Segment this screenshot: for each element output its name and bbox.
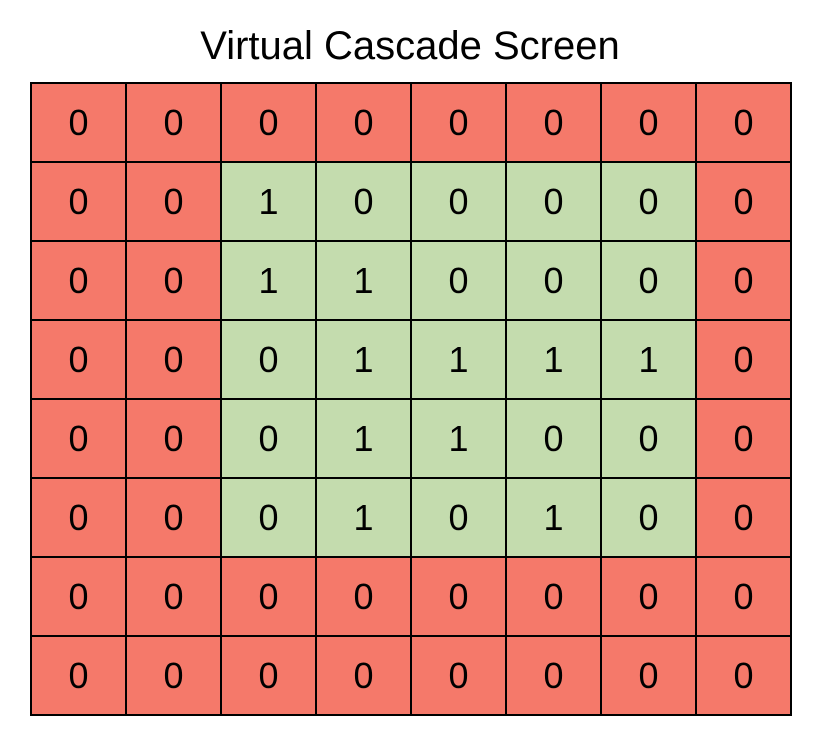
grid-cell-r0-c3: 0 xyxy=(317,84,412,163)
grid-cell-r4-c7: 0 xyxy=(697,400,792,479)
grid-cell-r7-c6: 0 xyxy=(602,637,697,716)
grid-cell-r3-c0: 0 xyxy=(32,321,127,400)
grid-cell-r5-c3: 1 xyxy=(317,479,412,558)
grid-cell-r2-c7: 0 xyxy=(697,242,792,321)
grid-cell-r5-c4: 0 xyxy=(412,479,507,558)
grid-cell-r0-c1: 0 xyxy=(127,84,222,163)
grid-cell-r7-c1: 0 xyxy=(127,637,222,716)
grid-cell-r1-c7: 0 xyxy=(697,163,792,242)
grid-cell-r4-c5: 0 xyxy=(507,400,602,479)
grid-cell-r1-c2: 1 xyxy=(222,163,317,242)
grid-cell-r1-c5: 0 xyxy=(507,163,602,242)
grid-cell-r1-c6: 0 xyxy=(602,163,697,242)
grid-cell-r3-c3: 1 xyxy=(317,321,412,400)
grid-cell-r6-c2: 0 xyxy=(222,558,317,637)
grid-cell-r4-c6: 0 xyxy=(602,400,697,479)
grid-cell-r3-c4: 1 xyxy=(412,321,507,400)
grid-cell-r4-c1: 0 xyxy=(127,400,222,479)
grid-cell-r3-c1: 0 xyxy=(127,321,222,400)
grid-cell-r7-c3: 0 xyxy=(317,637,412,716)
grid-cell-r0-c6: 0 xyxy=(602,84,697,163)
grid-cell-r0-c2: 0 xyxy=(222,84,317,163)
grid-cell-r1-c4: 0 xyxy=(412,163,507,242)
diagram-title: Virtual Cascade Screen xyxy=(200,24,620,68)
grid-cell-r7-c5: 0 xyxy=(507,637,602,716)
grid-cell-r0-c7: 0 xyxy=(697,84,792,163)
grid-cell-r2-c3: 1 xyxy=(317,242,412,321)
grid-cell-r6-c1: 0 xyxy=(127,558,222,637)
grid-cell-r6-c5: 0 xyxy=(507,558,602,637)
grid-cell-r4-c0: 0 xyxy=(32,400,127,479)
grid-cell-r3-c5: 1 xyxy=(507,321,602,400)
grid-cell-r0-c0: 0 xyxy=(32,84,127,163)
grid-cell-r5-c7: 0 xyxy=(697,479,792,558)
grid-cell-r4-c3: 1 xyxy=(317,400,412,479)
grid-cell-r5-c2: 0 xyxy=(222,479,317,558)
grid-cell-r3-c2: 0 xyxy=(222,321,317,400)
grid-cell-r6-c0: 0 xyxy=(32,558,127,637)
grid-cell-r2-c6: 0 xyxy=(602,242,697,321)
grid-cell-r3-c7: 0 xyxy=(697,321,792,400)
grid-cell-r7-c2: 0 xyxy=(222,637,317,716)
grid-cell-r5-c0: 0 xyxy=(32,479,127,558)
grid-cell-r6-c4: 0 xyxy=(412,558,507,637)
grid-cell-r7-c0: 0 xyxy=(32,637,127,716)
grid-cell-r7-c4: 0 xyxy=(412,637,507,716)
grid-cell-r5-c1: 0 xyxy=(127,479,222,558)
grid-cell-r6-c3: 0 xyxy=(317,558,412,637)
grid-cell-r4-c2: 0 xyxy=(222,400,317,479)
grid-cell-r6-c6: 0 xyxy=(602,558,697,637)
grid-cell-r2-c0: 0 xyxy=(32,242,127,321)
grid-cell-r0-c4: 0 xyxy=(412,84,507,163)
grid-cell-r0-c5: 0 xyxy=(507,84,602,163)
grid-cell-r6-c7: 0 xyxy=(697,558,792,637)
grid-cell-r1-c0: 0 xyxy=(32,163,127,242)
grid-cell-r2-c2: 1 xyxy=(222,242,317,321)
grid-cell-r1-c1: 0 xyxy=(127,163,222,242)
grid-cell-r5-c6: 0 xyxy=(602,479,697,558)
grid-cell-r2-c1: 0 xyxy=(127,242,222,321)
grid-cell-r2-c4: 0 xyxy=(412,242,507,321)
grid-cell-r1-c3: 0 xyxy=(317,163,412,242)
grid-cell-r3-c6: 1 xyxy=(602,321,697,400)
grid-cell-r4-c4: 1 xyxy=(412,400,507,479)
grid-cell-r5-c5: 1 xyxy=(507,479,602,558)
grid-cell-r7-c7: 0 xyxy=(697,637,792,716)
grid-cell-r2-c5: 0 xyxy=(507,242,602,321)
